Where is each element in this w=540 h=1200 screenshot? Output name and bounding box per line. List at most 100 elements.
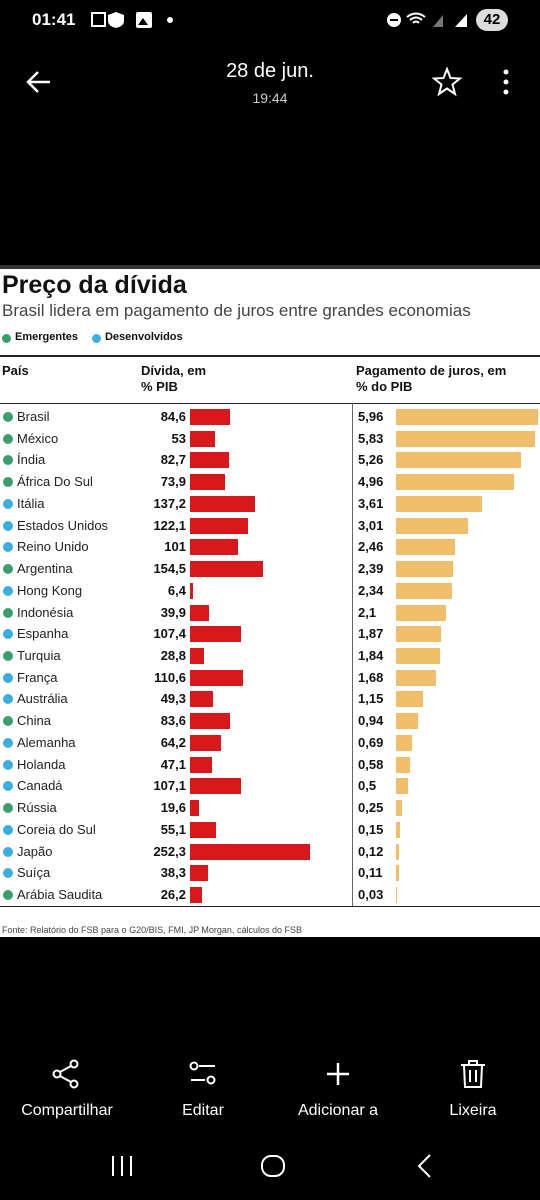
category-label: Índia [17,452,46,468]
category-header: País [2,363,29,378]
bar [396,582,452,599]
back-button[interactable] [24,68,54,96]
value-label: 2,46 [358,539,384,555]
action-label[interactable]: Editar [182,1102,224,1119]
value-label: 1,68 [358,669,384,685]
value-label: 55,1 [160,821,186,837]
value-label: 107,1 [153,778,186,794]
group-dot [3,564,13,575]
value-label: 82,7 [160,452,186,468]
action-label[interactable]: Adicionar a [297,1102,379,1119]
bar [190,691,214,708]
value-label: 3,01 [358,517,384,533]
value-label: 0,58 [358,756,384,772]
value-label: 19,6 [160,800,186,816]
value-label: 0,25 [358,800,384,816]
value-label: 73,9 [160,474,186,490]
bar [396,713,419,730]
bar [190,800,200,817]
bar [396,843,399,860]
value-label: 5,26 [358,452,384,468]
group-dot [3,412,13,422]
top-rule [0,265,540,269]
bar [396,474,515,491]
bar [396,430,535,447]
value-label: 83,6 [160,713,186,729]
value-label: 101 [164,539,186,555]
group-dot [3,716,13,727]
trash-icon[interactable] [457,1058,489,1090]
value-label: 2,1 [358,604,377,620]
group-dot [3,433,13,444]
value-label: 0,11 [358,865,383,881]
menu-button[interactable] [500,68,512,96]
group-dot [3,694,13,705]
value-label: 110,6 [154,669,186,685]
bar [190,713,230,730]
clock: 01:41 [32,10,76,29]
value-label: 0,5 [358,778,377,794]
group-dot [3,737,13,748]
category-label: Indonésia [17,604,74,620]
rule [0,355,540,357]
category-label: Alemanha [17,734,76,750]
value-label: 5,83 [358,430,384,446]
value-label: 6,4 [167,582,186,598]
value-label: 0,15 [358,821,384,837]
value-label: 4,96 [358,474,384,490]
group-dot [3,846,13,857]
bar [190,582,194,599]
group-dot [3,629,13,640]
favorite-button[interactable] [432,67,462,97]
category-label: México [17,430,59,446]
category-label: Holanda [17,756,66,772]
chart-subtitle: Brasil lidera em pagamento de juros entr… [2,301,471,320]
category-label: Austrália [17,691,68,707]
category-label: Japão [17,843,53,859]
bar [396,648,440,665]
bar [396,539,455,556]
add-icon[interactable] [322,1058,354,1090]
value-label: 1,84 [358,648,384,664]
value-label: 154,5 [153,561,186,577]
bar [190,495,256,512]
category-label: Suíça [17,865,51,881]
group-dot [3,455,13,466]
column-header: Pagamento de juros, em % do PIB [356,363,507,394]
status-icons [91,12,173,28]
bar [396,887,397,904]
chart-image: Preço da dívida Brasil lidera em pagamen… [0,265,540,937]
value-label: 5,96 [358,409,384,424]
bar [396,756,410,773]
bar [396,495,482,512]
category-label: Hong Kong [17,582,83,598]
value-label: 1,15 [358,691,384,707]
group-dot [3,520,13,531]
value-label: 1,87 [358,626,384,642]
legend-label: Emergentes [15,331,78,343]
category-label: Estados Unidos [17,517,109,533]
value-label: 64,2 [160,734,186,750]
bar [396,561,453,578]
bar [190,865,209,882]
bar [190,734,221,751]
share-icon[interactable] [50,1058,82,1090]
group-dot [3,585,13,596]
value-label: 2,39 [358,561,384,577]
bar [190,887,203,904]
header-title: 28 de jun. [226,60,314,82]
action-label[interactable]: Compartilhar [21,1102,113,1119]
column-divider [352,403,353,906]
bar [190,648,204,665]
action-label[interactable]: Lixeira [449,1102,497,1119]
value-label: 26,2 [160,887,186,903]
category-label: França [17,669,58,685]
bar [396,409,538,425]
edit-icon[interactable] [187,1058,219,1090]
bar [190,778,241,795]
value-label: 84,6 [160,409,186,424]
bar [396,517,468,534]
bar [190,517,249,534]
legend-dot [91,334,101,343]
